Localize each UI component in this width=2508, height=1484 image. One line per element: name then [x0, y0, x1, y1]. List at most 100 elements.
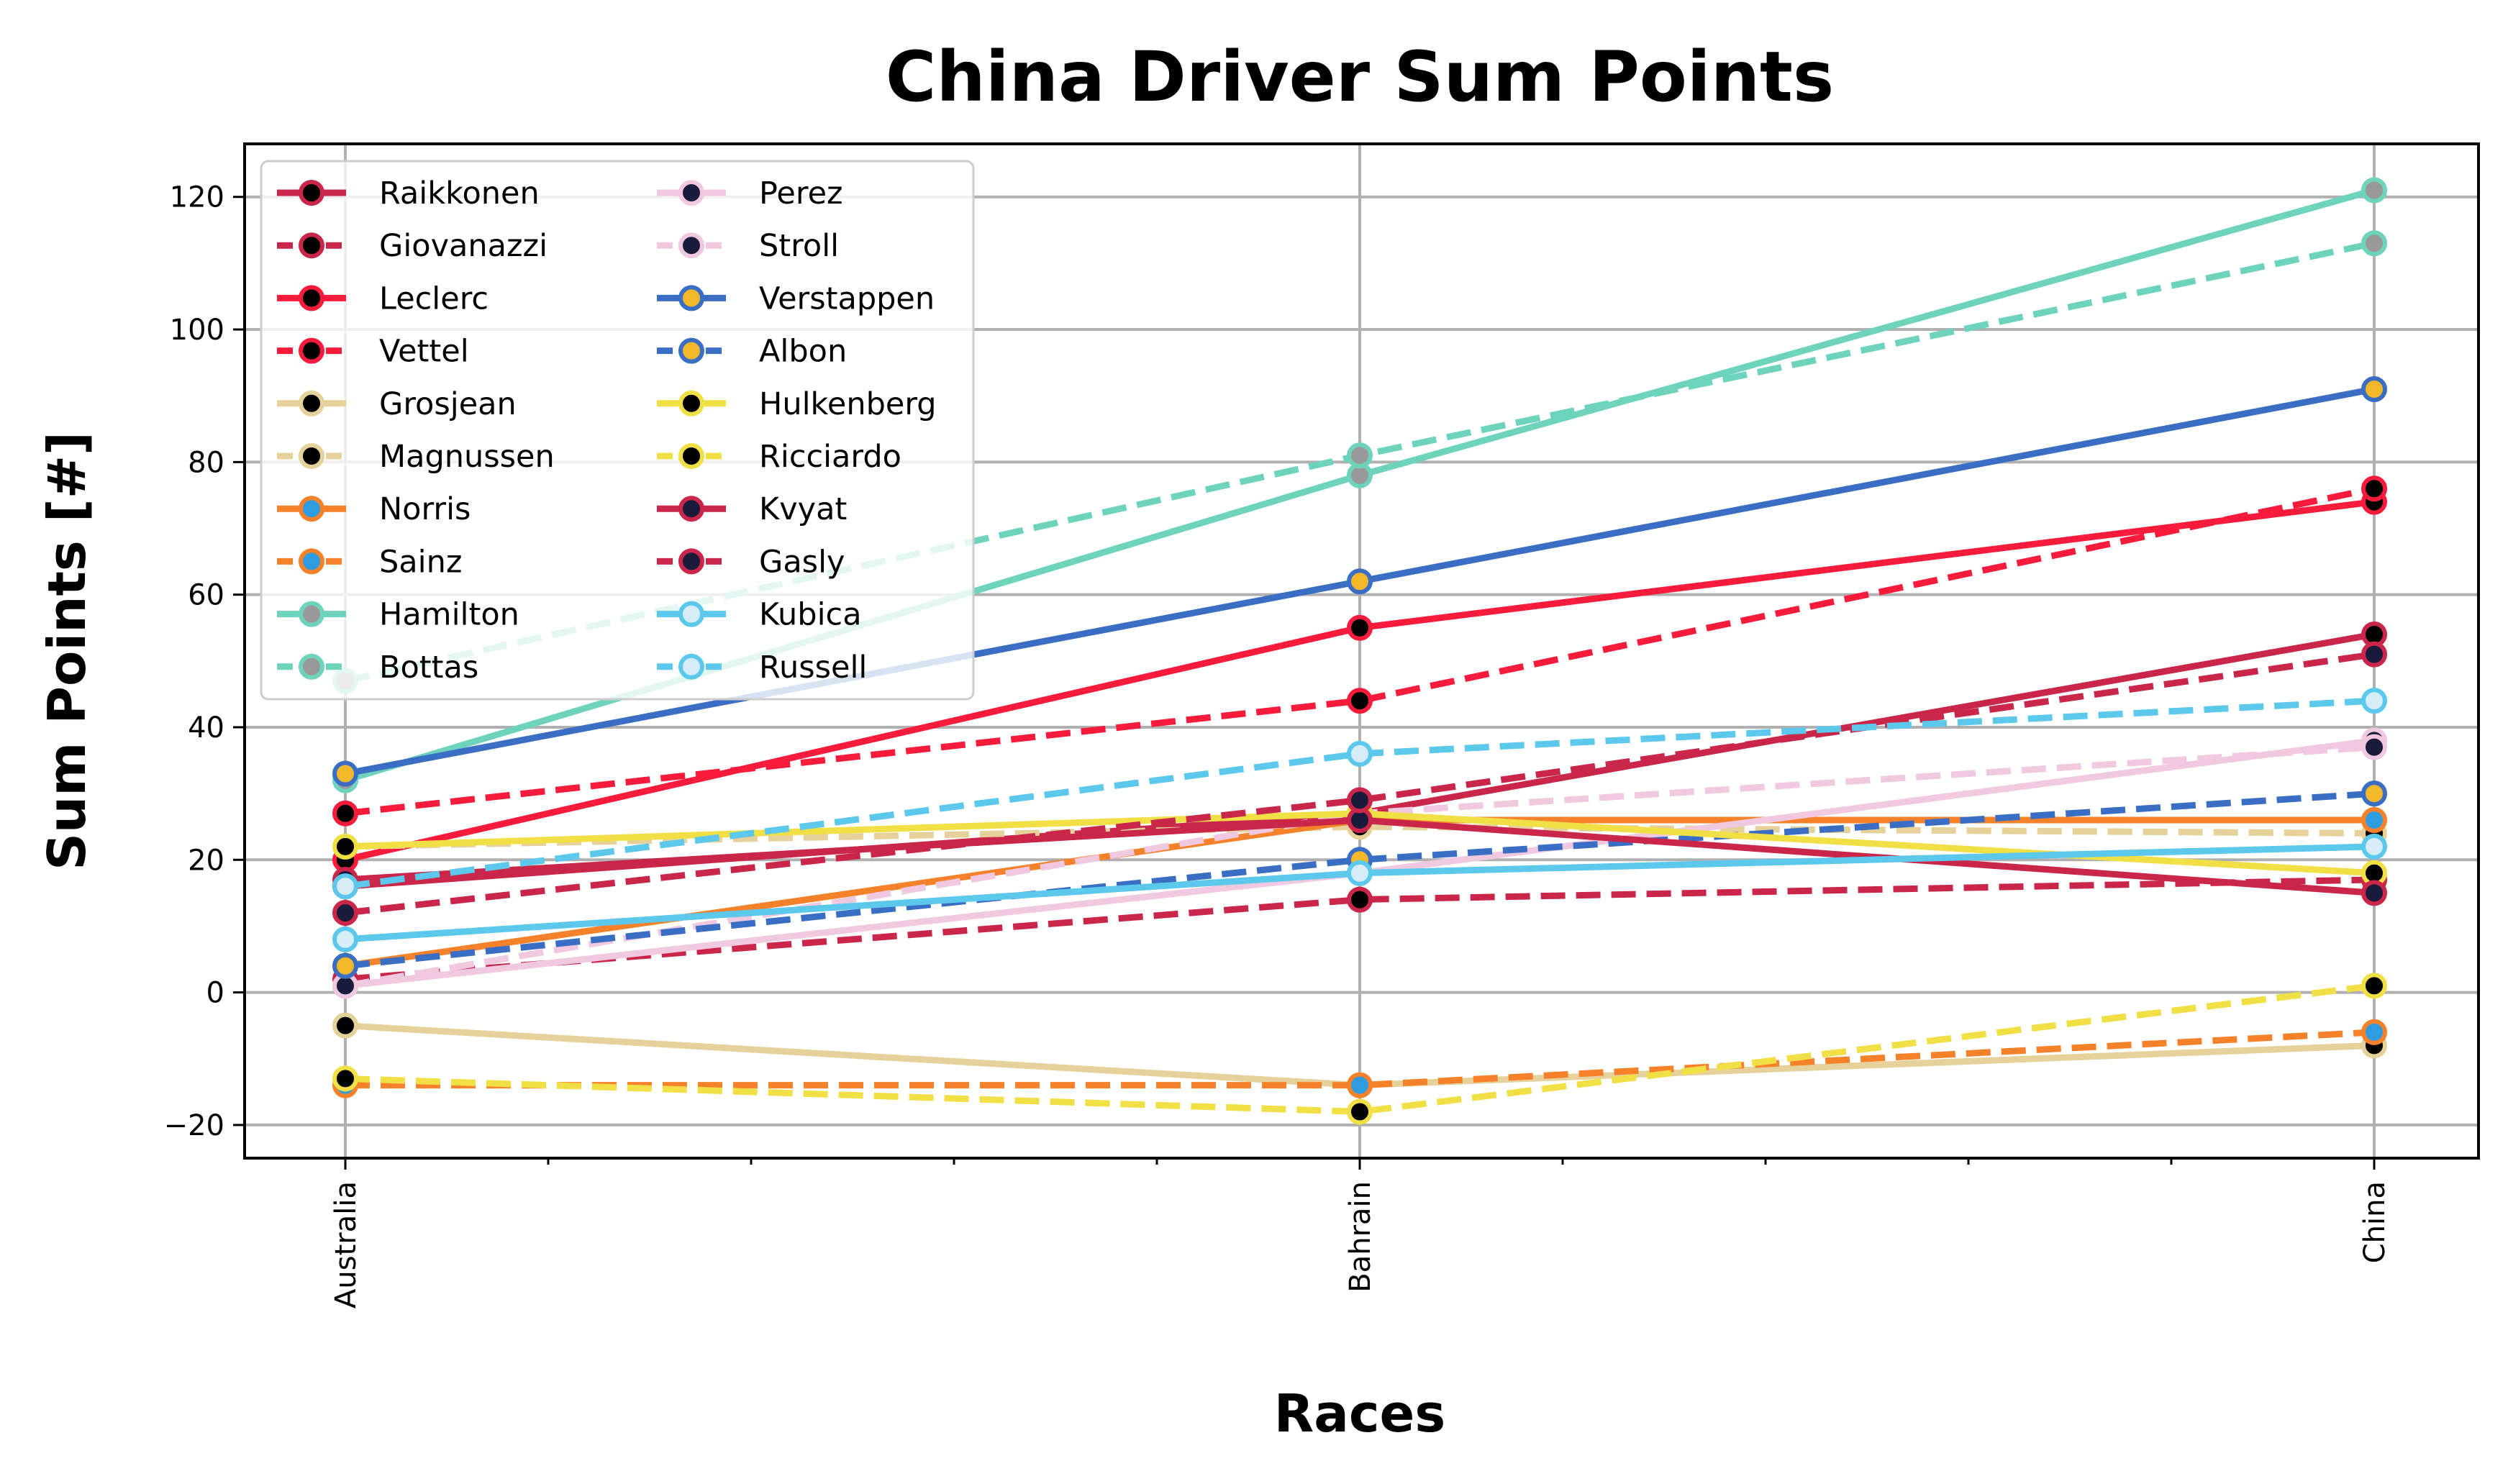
- data-point: [1347, 568, 1373, 595]
- legend-marker: [678, 232, 704, 259]
- series-vettel: [332, 475, 2387, 827]
- data-point: [2361, 833, 2387, 860]
- y-tick-label: 20: [188, 844, 224, 877]
- data-point: [2361, 734, 2387, 760]
- data-point: [332, 1065, 358, 1092]
- legend-item-stroll: Stroll: [657, 228, 839, 264]
- legend-marker: [299, 653, 324, 680]
- data-point: [332, 926, 358, 952]
- data-point: [1347, 688, 1373, 714]
- series-line: [345, 485, 2375, 817]
- legend-item-leclerc: Leclerc: [277, 281, 489, 317]
- legend-label: Kubica: [759, 597, 862, 633]
- legend-label: Raikkonen: [379, 176, 540, 211]
- data-point: [2361, 880, 2387, 906]
- legend-label: Gasly: [759, 544, 845, 580]
- legend-marker: [678, 601, 704, 627]
- series-russell: [332, 688, 2387, 900]
- legend-marker: [678, 285, 704, 311]
- data-point: [332, 873, 358, 900]
- legend-item-norris: Norris: [277, 491, 471, 527]
- ticks: −20 0 20 40 60 80 100 120 Australia Bahrain China: [164, 181, 2391, 1308]
- data-point: [332, 833, 358, 860]
- data-point: [332, 800, 358, 827]
- legend-marker: [299, 285, 324, 311]
- y-tick-label: 40: [188, 711, 224, 745]
- legend-marker: [678, 180, 704, 206]
- legend-item-kubica: Kubica: [657, 597, 862, 633]
- legend-item-grosjean: Grosjean: [277, 386, 517, 422]
- legend-item-magnussen: Magnussen: [277, 439, 555, 475]
- legend-label: Magnussen: [379, 439, 555, 475]
- series-line: [345, 1029, 2375, 1089]
- legend-item-hamilton: Hamilton: [277, 597, 519, 633]
- legend-marker: [299, 180, 324, 206]
- chart-title: China Driver Sum Points: [886, 37, 1834, 117]
- legend-item-russell: Russell: [657, 650, 867, 686]
- legend-marker: [299, 390, 324, 416]
- y-tick-label: 120: [170, 181, 224, 214]
- legend-label: Grosjean: [379, 386, 517, 422]
- legend-marker: [678, 337, 704, 364]
- x-tick-label: Bahrain: [1344, 1181, 1377, 1293]
- data-point: [1347, 860, 1373, 886]
- legend-item-hulkenberg: Hulkenberg: [657, 386, 937, 422]
- data-point: [1347, 886, 1373, 913]
- legend-item-raikkonen: Raikkonen: [277, 176, 540, 211]
- data-point: [1347, 787, 1373, 814]
- data-point: [332, 952, 358, 979]
- legend-item-bottas: Bottas: [277, 650, 478, 686]
- y-tick-label: −20: [164, 1109, 224, 1142]
- data-point: [2361, 688, 2387, 714]
- legend-item-vettel: Vettel: [277, 334, 469, 370]
- legend-label: Sainz: [379, 544, 462, 580]
- legend-marker: [299, 443, 324, 469]
- legend-item-kvyat: Kvyat: [657, 491, 847, 527]
- legend-label: Leclerc: [379, 281, 489, 317]
- series-kubica: [332, 833, 2387, 952]
- data-point: [1347, 1098, 1373, 1125]
- data-point: [2361, 641, 2387, 668]
- y-tick-label: 100: [170, 314, 224, 347]
- legend-item-perez: Perez: [657, 176, 843, 211]
- y-tick-label: 80: [188, 446, 224, 479]
- data-point: [1347, 740, 1373, 767]
- series-line: [345, 982, 2375, 1115]
- legend-marker: [299, 496, 324, 522]
- data-point: [2361, 973, 2387, 999]
- legend-item-giovanazzi: Giovanazzi: [277, 228, 548, 264]
- legend-marker: [299, 601, 324, 627]
- legend-marker: [299, 548, 324, 575]
- data-point: [2361, 375, 2387, 402]
- legend-label: Stroll: [759, 228, 839, 264]
- legend-label: Russell: [759, 650, 867, 686]
- legend-box: [260, 160, 975, 701]
- series-line: [345, 790, 2375, 970]
- x-axis-label: Races: [1274, 1383, 1445, 1444]
- x-tick-label: China: [2358, 1181, 2391, 1263]
- series-layer: [332, 177, 2387, 1125]
- legend-label: Hamilton: [379, 597, 519, 633]
- legend-label: Giovanazzi: [379, 228, 548, 264]
- series-gasly: [332, 641, 2387, 927]
- legend-marker: [678, 548, 704, 575]
- series-ricciardo: [332, 973, 2387, 1125]
- legend-item-verstappen: Verstappen: [657, 281, 935, 317]
- legend-marker: [678, 390, 704, 416]
- legend-label: Perez: [759, 176, 843, 211]
- legend-marker: [299, 337, 324, 364]
- legend-label: Norris: [379, 491, 471, 527]
- legend-label: Ricciardo: [759, 439, 901, 475]
- legend-item-gasly: Gasly: [657, 544, 845, 580]
- legend-label: Albon: [759, 334, 847, 370]
- series-verstappen: [332, 375, 2387, 787]
- legend-label: Bottas: [379, 650, 478, 686]
- data-point: [1347, 442, 1373, 469]
- legend: Raikkonen Giovanazzi Leclerc Vettel Grosjean…: [260, 160, 975, 701]
- data-point: [2361, 177, 2387, 204]
- y-tick-label: 60: [188, 579, 224, 612]
- data-point: [2361, 475, 2387, 502]
- plot-frame: [243, 142, 2480, 1160]
- legend-item-sainz: Sainz: [277, 544, 462, 580]
